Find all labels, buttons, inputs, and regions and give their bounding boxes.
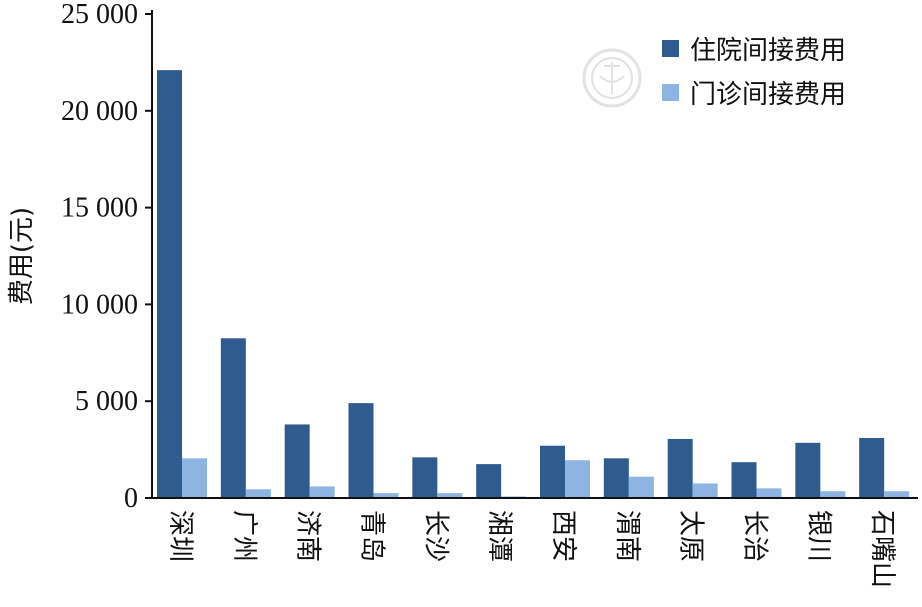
x-category-label: 长沙: [420, 510, 450, 562]
bar-inpatient: [220, 338, 246, 498]
y-tick-label: 20 000: [61, 96, 138, 127]
y-axis-ticks: 0 5 000 10 000 15 000 20 000 25 000: [61, 0, 152, 514]
x-category-label: 长治: [739, 510, 769, 562]
x-category-label: 青岛: [356, 510, 386, 562]
x-category-label: 银川: [803, 510, 833, 562]
legend-label: 住院间接费用: [690, 36, 846, 66]
bar-outpatient: [437, 493, 463, 498]
y-axis-title: 费用(元): [7, 207, 37, 305]
x-category-label: 石嘴山: [867, 510, 897, 588]
bar-inpatient: [603, 458, 629, 498]
bar-inpatient: [795, 442, 821, 498]
x-category-label: 深圳: [165, 510, 195, 562]
y-tick-label: 5 000: [75, 386, 138, 417]
bar-outpatient: [692, 483, 718, 498]
bar-outpatient: [309, 486, 335, 498]
x-category-label: 广州: [229, 510, 259, 562]
legend-swatch: [662, 84, 679, 101]
legend-swatch: [662, 40, 679, 57]
bar-inpatient: [731, 462, 757, 498]
bar-outpatient: [373, 493, 399, 498]
bar-inpatient: [348, 403, 374, 498]
plot-area: [157, 70, 910, 499]
bar-outpatient: [182, 458, 207, 498]
bar-inpatient: [412, 457, 438, 498]
bar-inpatient: [157, 70, 182, 499]
bar-inpatient: [859, 437, 885, 498]
x-category-label: 西安: [548, 510, 578, 562]
legend-label: 门诊间接费用: [690, 80, 846, 110]
bar-inpatient: [476, 464, 502, 498]
watermark-seal-icon: [582, 48, 642, 108]
y-tick-label: 10 000: [61, 289, 138, 320]
x-category-label: 湘潭: [484, 510, 514, 562]
bar-inpatient: [540, 445, 565, 498]
y-tick-label: 15 000: [61, 193, 138, 224]
x-category-label: 渭南: [612, 510, 642, 562]
x-axis-category-labels: 深圳 广州 济南 青岛 长沙 湘潭 西安 渭南 太原 长治 银川 石嘴山: [165, 510, 897, 588]
x-category-label: 太原: [676, 510, 706, 562]
x-category-label: 济南: [293, 510, 323, 562]
bar-inpatient: [284, 424, 310, 498]
bar-outpatient: [628, 476, 654, 498]
bar-outpatient: [565, 460, 590, 498]
y-tick-label: 25 000: [61, 0, 138, 30]
y-tick-label: 0: [124, 483, 138, 514]
bar-outpatient: [756, 488, 782, 498]
bar-inpatient: [667, 438, 693, 498]
bar-outpatient: [884, 491, 910, 498]
bar-outpatient: [820, 491, 846, 498]
bar-outpatient: [245, 489, 271, 498]
